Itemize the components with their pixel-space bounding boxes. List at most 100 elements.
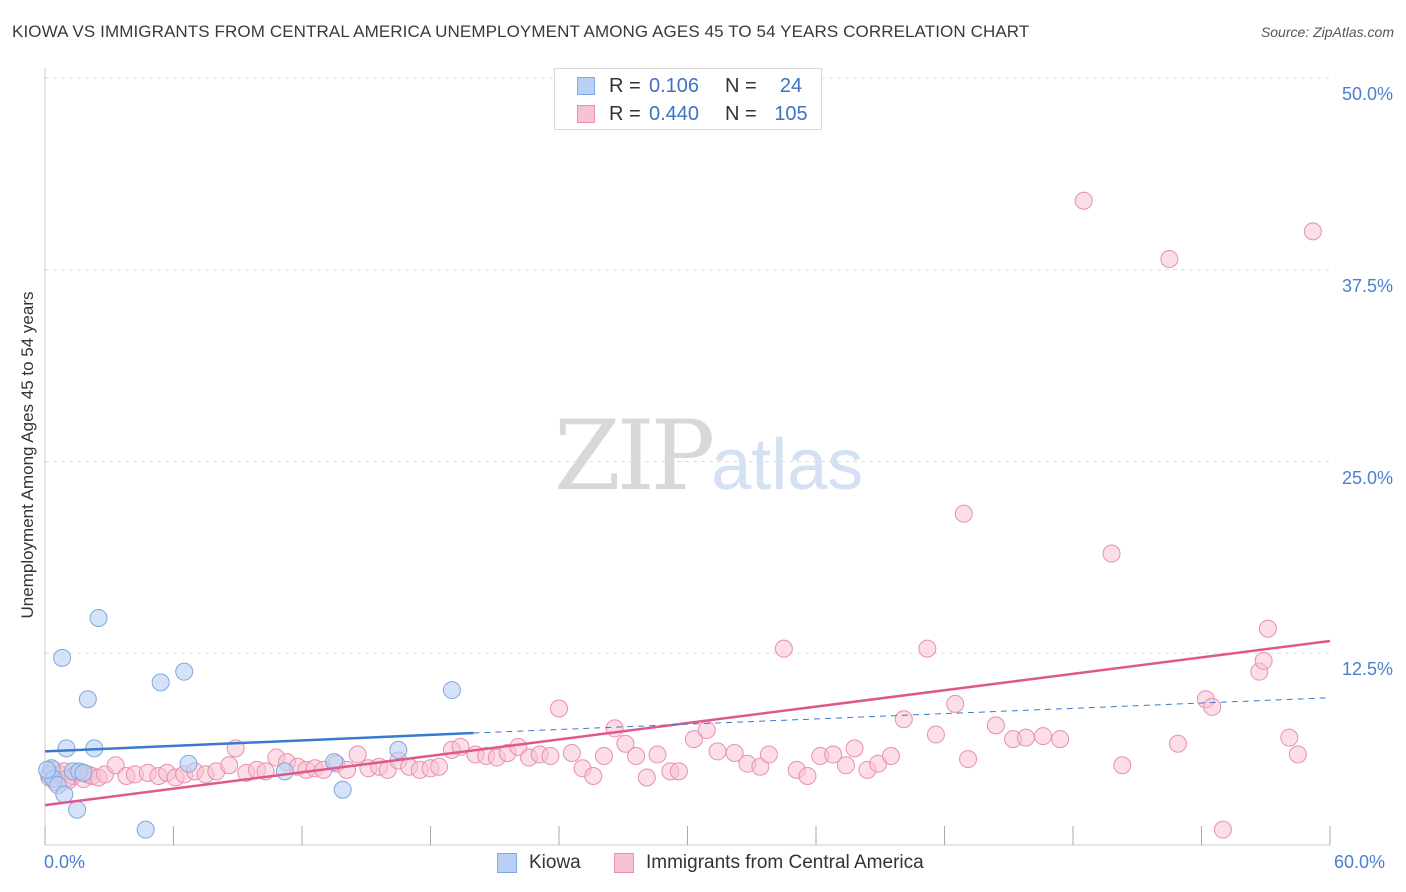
immigrants-point xyxy=(1213,820,1232,839)
immigrants-point xyxy=(836,756,855,775)
kiowa-point xyxy=(442,681,461,700)
kiowa-point xyxy=(151,673,170,692)
immigrants-point xyxy=(1074,191,1093,210)
stats-legend: R = 0.106 N = 24 R = 0.440 N = 105 xyxy=(554,68,822,130)
immigrants-point xyxy=(1168,734,1187,753)
immigrants-point xyxy=(1016,728,1035,747)
immigrants-points xyxy=(40,191,1322,839)
immigrants-point xyxy=(550,699,568,718)
series-legend: Kiowa Immigrants from Central America xyxy=(0,852,1406,876)
n-label: N = xyxy=(725,102,757,125)
immigrants-point xyxy=(562,743,581,762)
stats-row-immigrants: R = 0.440 N = 105 xyxy=(577,100,811,128)
immigrants-point xyxy=(845,739,864,758)
immigrants-point xyxy=(725,743,744,762)
r-label: R = xyxy=(609,102,641,125)
source-label: Source: ZipAtlas.com xyxy=(1260,24,1394,40)
immigrants-point xyxy=(881,747,900,766)
kiowa-trend-line xyxy=(44,731,474,753)
kiowa-point xyxy=(89,608,108,627)
kiowa-point xyxy=(55,785,74,804)
immigrants-point xyxy=(1102,544,1121,563)
y-axis-label: Unemployment Among Ages 45 to 54 years xyxy=(18,291,37,619)
immigrants-point xyxy=(1280,728,1299,747)
axes xyxy=(44,68,1331,846)
immigrants-point xyxy=(894,710,913,729)
n-label: N = xyxy=(725,74,757,97)
legend-item-immigrants: Immigrants from Central America xyxy=(614,852,924,874)
kiowa-n-value: 24 xyxy=(779,74,803,97)
legend-item-kiowa: Kiowa xyxy=(497,852,581,874)
kiowa-r-value: 0.106 xyxy=(649,74,700,97)
kiowa-point xyxy=(333,780,352,799)
watermark: ZIPatlas xyxy=(554,400,863,512)
immigrants-point xyxy=(594,747,613,766)
immigrants-point xyxy=(637,768,656,787)
kiowa-legend-swatch xyxy=(497,853,517,873)
kiowa-point xyxy=(179,754,198,773)
immigrants-point xyxy=(1288,745,1307,764)
immigrants-trend-line xyxy=(44,639,1331,807)
chart-title: KIOWA VS IMMIGRANTS FROM CENTRAL AMERICA… xyxy=(12,22,1030,41)
immigrants-point xyxy=(1160,250,1179,269)
immigrants-point xyxy=(106,756,125,775)
immigrants-point xyxy=(798,766,817,785)
kiowa-point xyxy=(78,690,97,709)
immigrants-point xyxy=(220,756,239,775)
kiowa-point xyxy=(275,762,294,781)
immigrants-point xyxy=(1034,727,1053,746)
immigrants-point xyxy=(918,639,937,658)
immigrants-point xyxy=(697,720,716,739)
immigrants-point xyxy=(648,745,667,764)
immigrants-point xyxy=(1303,222,1322,241)
y-tick-label-2: 37.5% xyxy=(1341,275,1393,296)
immigrants-r-value: 0.440 xyxy=(649,102,700,125)
immigrants-point xyxy=(1113,756,1132,775)
immigrants-point xyxy=(1051,730,1070,749)
x-tick-label-max: 60.0% xyxy=(1334,852,1386,872)
immigrants-point xyxy=(684,730,703,749)
legend-label-kiowa: Kiowa xyxy=(529,852,581,873)
legend-label-immigrants: Immigrants from Central America xyxy=(646,852,924,873)
immigrants-point xyxy=(708,742,727,761)
watermark-atlas: atlas xyxy=(711,425,864,505)
kiowa-point xyxy=(136,820,155,839)
immigrants-point xyxy=(430,757,449,776)
watermark-zip: ZIP xyxy=(554,400,715,512)
y-tick-label-1: 25.0% xyxy=(1341,467,1393,488)
immigrants-point xyxy=(348,745,367,764)
y-tick-label-3: 50.0% xyxy=(1341,84,1393,104)
grid-lines xyxy=(45,77,1330,654)
kiowa-point xyxy=(53,648,72,667)
immigrants-legend-swatch xyxy=(614,853,634,873)
immigrants-point xyxy=(926,725,945,744)
immigrants-point xyxy=(954,504,973,523)
immigrants-point xyxy=(669,762,688,781)
immigrants-n-value: 105 xyxy=(774,102,808,125)
immigrants-point xyxy=(824,745,843,764)
trend-lines xyxy=(44,639,1331,807)
kiowa-point xyxy=(57,739,76,758)
kiowa-swatch xyxy=(577,77,595,95)
immigrants-point xyxy=(1258,619,1277,638)
immigrants-point xyxy=(751,757,770,776)
immigrants-point xyxy=(759,745,778,764)
immigrants-point xyxy=(986,716,1005,735)
immigrants-swatch xyxy=(577,105,595,123)
immigrants-point xyxy=(959,750,978,769)
immigrants-point xyxy=(584,766,603,785)
kiowa-points xyxy=(38,608,461,839)
kiowa-point xyxy=(68,800,87,819)
x-tick-label-min: 0.0% xyxy=(44,852,86,872)
kiowa-point xyxy=(389,740,408,759)
stats-row-kiowa: R = 0.106 N = 24 xyxy=(577,72,811,100)
immigrants-point xyxy=(627,747,646,766)
immigrants-point xyxy=(1203,697,1222,716)
immigrants-point xyxy=(774,639,793,658)
immigrants-point xyxy=(946,694,965,713)
immigrants-point xyxy=(1254,651,1273,670)
y-tick-label-0: 12.5% xyxy=(1341,659,1393,680)
kiowa-point xyxy=(175,662,194,681)
immigrants-point xyxy=(541,747,560,766)
immigrants-point xyxy=(616,734,635,753)
